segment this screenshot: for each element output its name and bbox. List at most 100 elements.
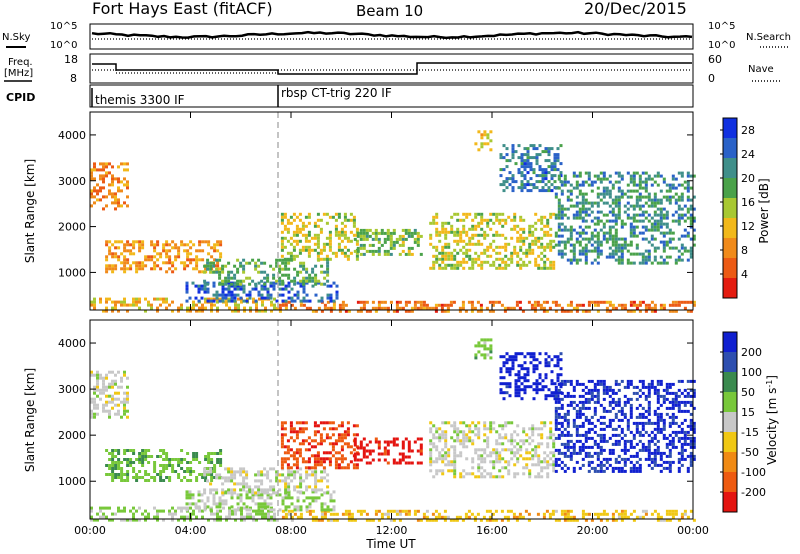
vel-cell bbox=[355, 424, 359, 428]
power-cell bbox=[477, 242, 481, 246]
vel-cell bbox=[240, 518, 243, 522]
vel-cell bbox=[180, 458, 184, 461]
power-cell bbox=[692, 195, 696, 199]
vel-cell bbox=[587, 454, 591, 458]
vel-cell bbox=[444, 463, 448, 467]
vel-cell bbox=[416, 437, 420, 441]
vel-cell bbox=[563, 518, 567, 522]
power-cell bbox=[392, 231, 396, 235]
power-cell bbox=[505, 159, 509, 163]
vel-cell bbox=[207, 467, 211, 470]
vel-cell bbox=[332, 512, 336, 516]
power-cell bbox=[503, 306, 507, 310]
power-cell bbox=[535, 156, 539, 160]
vel-cell bbox=[249, 515, 252, 519]
power-cell bbox=[563, 177, 567, 181]
vel-cell bbox=[159, 476, 163, 479]
power-cell bbox=[541, 171, 545, 175]
vel-cell bbox=[443, 518, 447, 522]
vel-cell bbox=[680, 442, 684, 446]
power-cell bbox=[299, 303, 303, 307]
vel-cell bbox=[677, 460, 681, 464]
vel-cell bbox=[531, 457, 535, 461]
vel-cell bbox=[304, 439, 308, 443]
power-cell bbox=[287, 284, 291, 288]
power-cell bbox=[295, 215, 299, 219]
power-cell bbox=[334, 227, 338, 231]
power-cell bbox=[656, 207, 660, 211]
power-cell bbox=[474, 257, 478, 261]
power-cell bbox=[365, 228, 369, 232]
vel-cell bbox=[453, 460, 457, 464]
power-cell bbox=[228, 297, 231, 301]
power-cell bbox=[374, 231, 378, 235]
power-cell bbox=[389, 240, 393, 244]
power-cell bbox=[331, 251, 335, 255]
power-cell bbox=[347, 309, 351, 313]
vel-cell bbox=[313, 460, 317, 464]
power-cell bbox=[629, 303, 633, 307]
vel-cell bbox=[581, 463, 585, 467]
vel-cell bbox=[332, 490, 336, 494]
power-cell bbox=[311, 276, 315, 280]
power-cell bbox=[563, 243, 567, 247]
power-cell bbox=[523, 147, 527, 151]
vel-cell bbox=[590, 379, 594, 383]
power-cell bbox=[620, 258, 624, 262]
power-cell bbox=[569, 228, 573, 232]
vel-cell bbox=[489, 421, 493, 425]
power-cell bbox=[674, 198, 678, 202]
power-cell bbox=[671, 183, 675, 187]
power-cell bbox=[650, 261, 654, 265]
vel-cell bbox=[429, 451, 433, 455]
power-cell bbox=[557, 228, 561, 232]
power-cell bbox=[668, 201, 672, 205]
vel-cell bbox=[224, 502, 228, 506]
power-cell bbox=[138, 297, 141, 301]
power-cell bbox=[117, 177, 120, 181]
power-cell bbox=[359, 306, 363, 310]
vel-cell bbox=[301, 457, 305, 461]
vel-cell bbox=[174, 458, 178, 461]
power-cell bbox=[584, 231, 588, 235]
power-cell bbox=[653, 210, 657, 214]
power-cell bbox=[254, 267, 258, 271]
power-cell bbox=[647, 195, 651, 199]
vel-cell bbox=[186, 470, 190, 473]
power-cell bbox=[498, 212, 502, 216]
vel-cell bbox=[581, 412, 585, 416]
power-cell bbox=[105, 243, 109, 247]
vel-cell bbox=[368, 452, 372, 456]
vel-cell bbox=[425, 518, 429, 522]
power-cell bbox=[392, 228, 396, 232]
vel-cell bbox=[608, 418, 612, 422]
vel-cell bbox=[531, 427, 535, 431]
power-cell bbox=[453, 212, 457, 216]
vel-cell bbox=[299, 476, 303, 480]
power-cell bbox=[186, 258, 190, 262]
vel-cell bbox=[132, 470, 136, 473]
power-cell bbox=[398, 243, 402, 247]
vel-cell bbox=[608, 424, 612, 428]
power-cell bbox=[563, 180, 567, 184]
power-cell bbox=[90, 174, 93, 178]
vel-cell bbox=[566, 421, 570, 425]
vel-cell bbox=[398, 458, 402, 462]
power-cell bbox=[215, 267, 219, 271]
vel-cell bbox=[659, 382, 663, 386]
power-cell bbox=[544, 189, 548, 193]
power-cell bbox=[215, 290, 219, 294]
vel-cell bbox=[668, 448, 672, 452]
power-cell bbox=[504, 218, 508, 222]
vel-cell bbox=[295, 451, 299, 455]
power-cell bbox=[456, 230, 460, 234]
vel-cell bbox=[671, 412, 675, 416]
power-cell bbox=[563, 246, 567, 250]
vel-cell bbox=[245, 482, 249, 486]
power-cell bbox=[620, 177, 624, 181]
power-cell bbox=[105, 165, 108, 169]
power-cell bbox=[674, 177, 678, 181]
power-cell bbox=[614, 231, 618, 235]
vel-cell bbox=[677, 403, 681, 407]
power-cell bbox=[349, 218, 353, 222]
